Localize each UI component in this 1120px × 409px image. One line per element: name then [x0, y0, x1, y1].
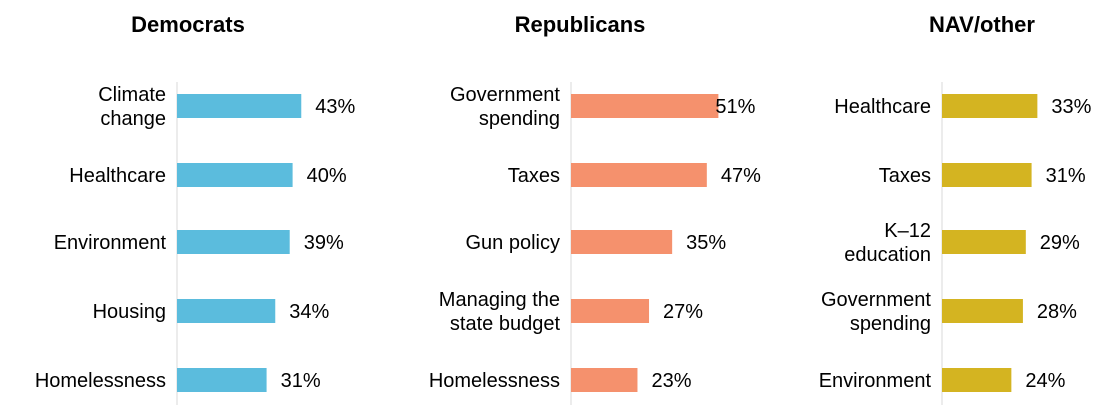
category-label: Housing [93, 301, 166, 323]
data-label: 34% [289, 301, 329, 323]
data-label: 40% [307, 165, 347, 187]
category-label: Healthcare [834, 96, 931, 118]
data-label: 29% [1040, 232, 1080, 254]
chart-title: Democrats [131, 12, 245, 37]
bar [571, 163, 707, 187]
category-label: Managing the state budget [439, 289, 561, 335]
bar [942, 94, 1038, 118]
category-label: Environment [819, 370, 932, 392]
category-label: Climate change [98, 84, 166, 130]
data-label: 31% [281, 370, 321, 392]
chart-panel-1: Republicans Government spending 51% Taxes 47%… [429, 12, 761, 405]
bar [571, 94, 719, 118]
data-label: 43% [315, 96, 355, 118]
category-label: Homelessness [35, 370, 166, 392]
bar [571, 299, 650, 323]
bar [942, 299, 1023, 323]
category-label: Healthcare [69, 165, 166, 187]
chart-title: NAV/other [929, 12, 1035, 37]
bar [942, 163, 1032, 187]
data-label: 47% [721, 165, 761, 187]
data-label: 31% [1046, 165, 1086, 187]
chart-panel-0: Democrats Climate change 43% Healthcare 40% En… [35, 12, 356, 405]
data-label: 27% [663, 301, 703, 323]
bar [942, 368, 1012, 392]
category-label: Government spending [450, 84, 560, 130]
bar [571, 368, 638, 392]
bar [942, 230, 1026, 254]
category-label: Environment [54, 232, 167, 254]
bar [177, 94, 302, 118]
category-label: K–12 education [844, 220, 931, 266]
data-label: 33% [1051, 96, 1091, 118]
category-label: Taxes [508, 165, 560, 187]
data-label: 51% [715, 96, 755, 118]
data-label: 39% [304, 232, 344, 254]
bar [177, 368, 267, 392]
chart-panel-2: NAV/other Healthcare 33% Taxes 31% K–12 educat… [819, 12, 1092, 405]
data-label: 28% [1037, 301, 1077, 323]
category-label: Gun policy [466, 232, 561, 254]
data-label: 35% [686, 232, 726, 254]
data-label: 23% [651, 370, 691, 392]
category-label: Government spending [821, 289, 931, 335]
chart-title: Republicans [515, 12, 646, 37]
data-label: 24% [1025, 370, 1065, 392]
bar [177, 163, 293, 187]
bar [177, 230, 290, 254]
bar [177, 299, 276, 323]
bar [571, 230, 673, 254]
category-label: Taxes [879, 165, 931, 187]
category-label: Homelessness [429, 370, 560, 392]
